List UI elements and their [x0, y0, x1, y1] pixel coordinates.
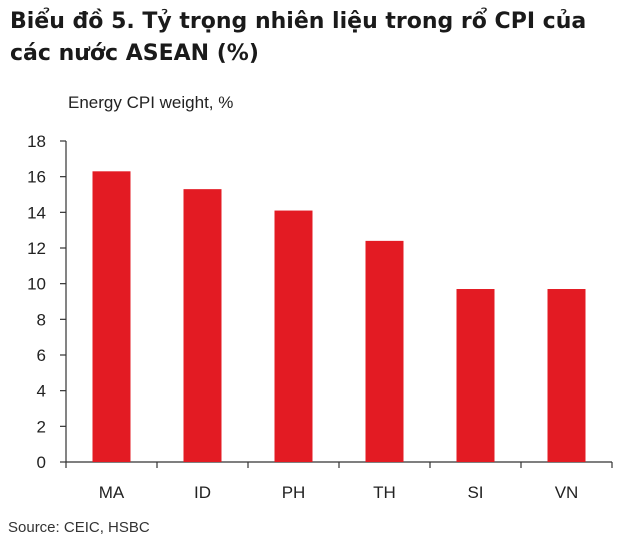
- chart-title-line-2: các nước ASEAN (%): [10, 41, 259, 66]
- y-tick-label: 10: [27, 275, 46, 294]
- x-category-label: SI: [467, 483, 483, 502]
- bar-th: [365, 240, 404, 462]
- y-axis-label: Energy CPI weight, %: [68, 93, 234, 112]
- chart-bars: [92, 171, 586, 463]
- y-tick-label: 0: [37, 453, 46, 472]
- y-tick-label: 14: [27, 203, 46, 222]
- bar-ph: [274, 210, 313, 462]
- x-category-label: ID: [194, 483, 211, 502]
- y-tick-label: 18: [27, 132, 46, 151]
- x-category-label: TH: [373, 483, 396, 502]
- bar-ma: [92, 171, 131, 463]
- bar-vn: [547, 289, 586, 462]
- bar-id: [183, 189, 222, 462]
- x-category-label: PH: [282, 483, 306, 502]
- chart-title: Biểu đồ 5. Tỷ trọng nhiên liệu trong rổ …: [10, 6, 632, 70]
- y-tick-label: 8: [37, 310, 46, 329]
- y-tick-label: 2: [37, 417, 46, 436]
- source-note: Source: CEIC, HSBC: [8, 519, 150, 536]
- chart-axes: [60, 140, 613, 468]
- y-tick-label: 6: [37, 346, 46, 365]
- x-category-label: MA: [99, 483, 125, 502]
- bar-si: [456, 289, 495, 462]
- chart-title-line-1: Biểu đồ 5. Tỷ trọng nhiên liệu trong rổ …: [10, 9, 587, 34]
- y-tick-label: 4: [37, 382, 46, 401]
- chart-labels: 0 2 4 6 8 10 12 14 16 18 MA ID PH TH SI VN: [27, 132, 578, 502]
- y-tick-label: 16: [27, 168, 46, 187]
- x-category-label: VN: [555, 483, 579, 502]
- y-tick-label: 12: [27, 239, 46, 258]
